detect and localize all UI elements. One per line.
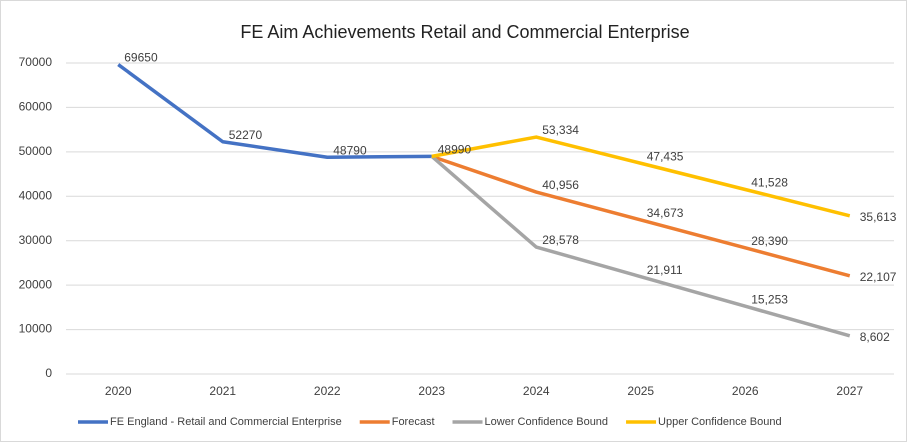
data-label: 35,613 — [860, 210, 897, 224]
x-tick-label: 2021 — [209, 384, 236, 398]
data-label: 41,528 — [751, 176, 788, 190]
series-line — [117, 63, 432, 159]
x-tick-label: 2025 — [627, 384, 654, 398]
data-label: 53,334 — [542, 123, 579, 137]
data-label: 48990 — [438, 143, 472, 157]
data-label: 69650 — [124, 51, 158, 65]
chart-title: FE Aim Achievements Retail and Commercia… — [240, 22, 689, 42]
y-tick-label: 70000 — [19, 55, 53, 69]
data-label: 47,435 — [647, 149, 684, 163]
data-label: 52270 — [229, 128, 263, 142]
x-tick-label: 2024 — [523, 384, 550, 398]
data-label: 28,390 — [751, 234, 788, 248]
y-tick-label: 20000 — [19, 277, 53, 291]
legend-label: Upper Confidence Bound — [658, 416, 782, 428]
data-label: 48790 — [333, 143, 367, 157]
y-tick-label: 30000 — [19, 233, 53, 247]
y-tick-label: 10000 — [19, 322, 53, 336]
y-tick-label: 40000 — [19, 188, 53, 202]
data-label: 40,956 — [542, 178, 579, 192]
x-tick-label: 2022 — [314, 384, 341, 398]
data-label: 34,673 — [647, 206, 684, 220]
series-line — [430, 155, 851, 338]
y-tick-label: 50000 — [19, 144, 53, 158]
x-tick-label: 2020 — [105, 384, 132, 398]
data-label: 8,602 — [860, 330, 890, 344]
legend-label: Lower Confidence Bound — [485, 416, 609, 428]
legend-label: Forecast — [392, 416, 435, 428]
x-tick-label: 2026 — [732, 384, 759, 398]
y-tick-label: 60000 — [19, 100, 53, 114]
data-label: 28,578 — [542, 233, 579, 247]
legend-label: FE England - Retail and Commercial Enter… — [110, 416, 342, 428]
data-label: 21,911 — [647, 263, 683, 277]
x-tick-label: 2023 — [418, 384, 445, 398]
series-line — [431, 135, 851, 218]
data-label: 15,253 — [751, 292, 788, 306]
x-tick-label: 2027 — [836, 384, 863, 398]
series-line — [431, 154, 851, 278]
y-tick-label: 0 — [45, 366, 52, 380]
data-label: 22,107 — [860, 270, 897, 284]
